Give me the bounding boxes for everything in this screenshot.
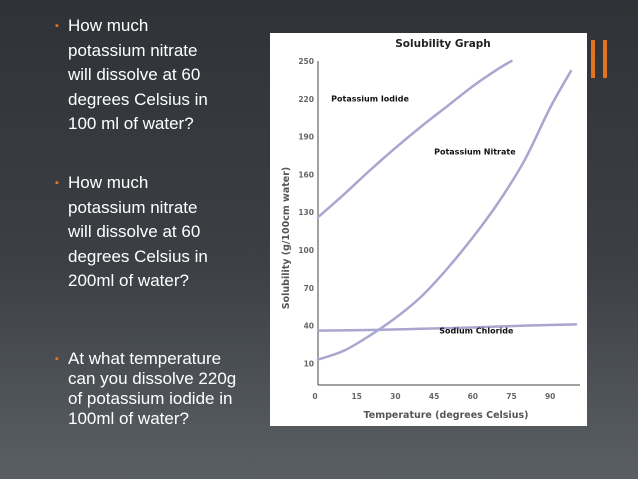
question-1-line-1: How much bbox=[68, 16, 149, 35]
x-tick-label-2: 30 bbox=[390, 392, 400, 401]
question-1-line-2: potassium nitrate bbox=[68, 40, 198, 60]
question-2-line-3: will dissolve at 60 bbox=[68, 222, 201, 241]
y-axis-label: Solubility (g/100cm water) bbox=[281, 167, 292, 309]
x-tick-label-6: 90 bbox=[545, 392, 555, 401]
x-tick-labels: 0 15 30 45 60 75 90 bbox=[312, 392, 555, 401]
question-1: ▪ How much potassium nitrate will dissol… bbox=[55, 14, 208, 137]
bullet-square-icon: ▪ bbox=[55, 177, 59, 189]
x-tick-label-5: 75 bbox=[506, 392, 516, 401]
series-lines bbox=[316, 59, 578, 361]
series-label-sodium-chloride: Sodium Chloride bbox=[439, 327, 514, 336]
y-tick-label-6: 190 bbox=[298, 133, 314, 142]
y-tick-label-1: 40 bbox=[304, 322, 314, 331]
y-tick-labels: 10 40 70 100 130 160 190 220 250 bbox=[298, 57, 314, 368]
x-tick-label-3: 45 bbox=[429, 392, 439, 401]
series-line-potassium-iodide bbox=[316, 59, 513, 219]
x-tick-label-0: 0 bbox=[312, 392, 317, 401]
accent-bar-left bbox=[591, 40, 595, 78]
series-line-potassium-nitrate bbox=[316, 69, 573, 361]
y-tick-label-3: 100 bbox=[298, 246, 314, 255]
x-axis-label: Temperature (degrees Celsius) bbox=[364, 410, 529, 421]
question-2-line-2: potassium nitrate bbox=[68, 197, 198, 217]
solubility-chart-panel: Solubility Graph 10 40 70 100 130 160 190 220 25… bbox=[270, 33, 587, 426]
question-3-line-3: of potassium iodide in bbox=[68, 389, 233, 408]
y-tick-label-2: 70 bbox=[304, 284, 314, 293]
bullet-square-icon: ▪ bbox=[55, 20, 59, 32]
y-tick-label-0: 10 bbox=[304, 359, 314, 368]
y-tick-label-4: 130 bbox=[298, 208, 314, 217]
series-label-potassium-nitrate: Potassium Nitrate bbox=[434, 148, 516, 157]
question-2-line-5: 200ml of water? bbox=[68, 271, 189, 290]
question-3-line-4: 100ml of water? bbox=[68, 409, 189, 428]
bullet-square-icon: ▪ bbox=[55, 353, 59, 365]
question-2-line-1: How much bbox=[68, 173, 149, 192]
y-tick-label-8: 250 bbox=[298, 57, 314, 66]
question-3: ▪ At what temperature can you dissolve 2… bbox=[55, 349, 237, 429]
chart-title: Solubility Graph bbox=[395, 38, 491, 50]
question-2-line-4: degrees Celsius in bbox=[68, 246, 208, 266]
series-label-potassium-iodide: Potassium Iodide bbox=[331, 94, 409, 103]
question-3-line-2: can you dissolve 220g bbox=[68, 369, 237, 388]
solubility-chart: Solubility Graph 10 40 70 100 130 160 190 220 25… bbox=[281, 38, 580, 421]
question-1-line-4: degrees Celsius in bbox=[68, 89, 208, 109]
question-2: ▪ How much potassium nitrate will dissol… bbox=[55, 171, 208, 294]
series-line-sodium-chloride bbox=[316, 323, 578, 332]
y-tick-label-7: 220 bbox=[298, 95, 314, 104]
series-labels: Potassium Iodide Potassium Nitrate Sodium … bbox=[331, 94, 516, 335]
x-tick-label-1: 15 bbox=[351, 392, 361, 401]
question-3-line-1: At what temperature bbox=[68, 349, 222, 368]
y-tick-label-5: 160 bbox=[298, 170, 314, 179]
x-tick-label-4: 60 bbox=[468, 392, 478, 401]
question-1-line-3: will dissolve at 60 bbox=[68, 65, 201, 84]
accent-bar-right bbox=[603, 40, 607, 78]
question-1-line-5: 100 ml of water? bbox=[68, 114, 194, 133]
